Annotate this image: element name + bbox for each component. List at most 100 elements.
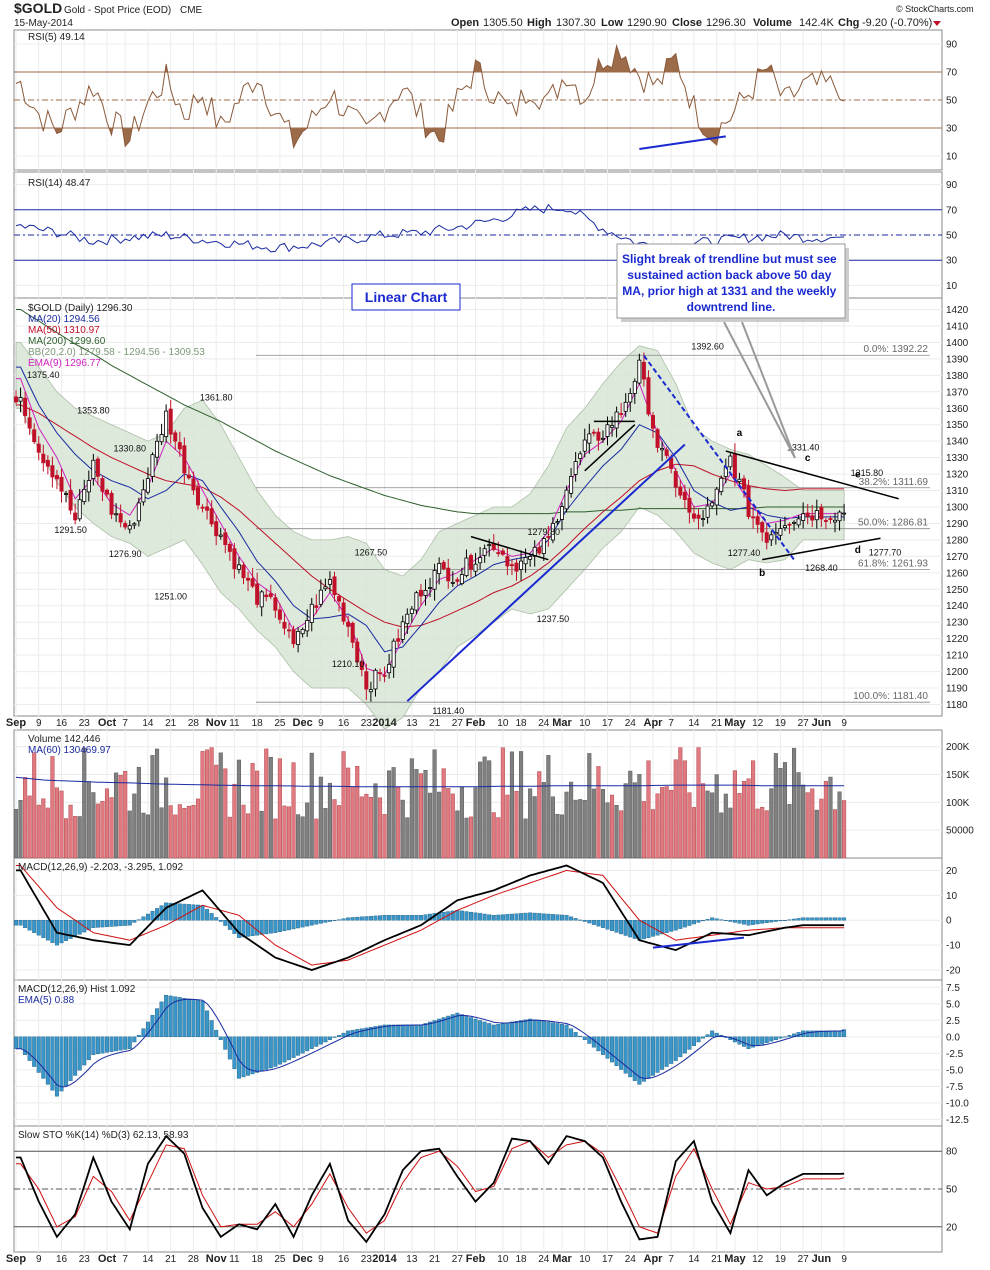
volume-bar <box>18 800 23 859</box>
candle-body <box>136 502 141 522</box>
x-tick-label: 21 <box>711 718 723 729</box>
macd-hist-bar <box>359 916 364 921</box>
hist-bar <box>778 1036 783 1039</box>
volume-bar <box>286 806 292 859</box>
macd-hist-bar <box>805 917 810 921</box>
candle-body <box>450 582 455 584</box>
volume-bar <box>177 804 182 859</box>
volume-bar <box>396 787 401 859</box>
x-tick-label: 7 <box>668 718 674 729</box>
candle-body <box>696 514 701 519</box>
header-low-label: Low <box>601 17 623 29</box>
volume-bar <box>337 805 342 859</box>
linear-chart-box <box>351 283 461 311</box>
volume-bar <box>296 814 301 859</box>
volume-bar <box>45 807 50 859</box>
candle-body <box>637 359 642 384</box>
x-tick-label: Oct <box>98 717 117 729</box>
candle-body <box>373 669 378 690</box>
candle-body <box>305 620 310 632</box>
price-point-label: 1237.50 <box>537 614 570 624</box>
candle-body <box>528 556 533 560</box>
volume-bar <box>109 797 114 859</box>
macd-tick-label: -10 <box>946 941 961 952</box>
volume-bar <box>268 756 273 859</box>
hist-bar <box>573 1032 578 1038</box>
candle-body <box>391 640 396 668</box>
volume-bar <box>537 771 542 859</box>
macd-hist-bar <box>600 920 605 928</box>
x-tick-label: 21 <box>165 718 177 729</box>
hist-bar <box>828 1030 833 1038</box>
volume-bar <box>600 789 606 859</box>
volume-bar <box>482 756 487 859</box>
candle-body <box>505 556 510 567</box>
volume-bar <box>728 807 733 859</box>
x-tick-label: 14 <box>142 718 154 729</box>
candle-body <box>569 476 574 494</box>
header-high: 1307.30 <box>556 17 596 29</box>
hist-bar <box>36 1036 41 1073</box>
volume-bar <box>305 802 310 859</box>
hist-bar <box>546 1021 551 1038</box>
x-tick-label: 21 <box>429 718 441 729</box>
hist-bar <box>582 1036 587 1040</box>
price-tick-label: 1340 <box>946 437 969 448</box>
candle-body <box>127 525 132 530</box>
macd-hist-bar <box>132 920 137 923</box>
volume-bar <box>687 792 692 859</box>
candle-body <box>323 586 328 590</box>
candle-body <box>150 454 155 477</box>
candle-body <box>732 453 737 479</box>
hist-bar <box>664 1036 669 1067</box>
volume-bar <box>141 812 146 859</box>
note-text: Slight break of trendline but must see s… <box>622 252 840 314</box>
hist-bar <box>619 1036 624 1070</box>
volume-bar <box>173 814 178 859</box>
candle-body <box>560 506 565 520</box>
price-tick-label: 1270 <box>946 552 969 563</box>
hist-bar <box>509 1021 514 1038</box>
macd-hist-bar <box>246 920 251 937</box>
candle-body <box>405 613 410 625</box>
candle-body <box>796 518 801 526</box>
macd-hist-bar <box>655 920 660 936</box>
volume-bar <box>332 799 337 859</box>
macd-hist-bar <box>136 919 141 921</box>
volume-bar <box>264 748 269 859</box>
volume-bar <box>514 791 519 859</box>
hist-bar <box>641 1036 646 1082</box>
candle-body <box>755 516 760 525</box>
macd-hist-bar <box>382 915 387 921</box>
macd-hist-bar <box>314 920 319 925</box>
candle-body <box>218 534 223 537</box>
candle-body <box>705 505 710 518</box>
candle-body <box>719 477 724 492</box>
hist-bar <box>296 1036 301 1056</box>
candle-body <box>596 431 601 441</box>
macd-hist-bar <box>842 917 847 921</box>
x-tick-label: Jun <box>812 717 832 729</box>
hist-bar <box>95 1036 100 1055</box>
volume-bar <box>714 774 719 859</box>
price-tick-label: 1280 <box>946 535 969 546</box>
volume-bar <box>82 747 87 859</box>
macd-hist-bar <box>264 920 269 935</box>
price-tick-label: 1390 <box>946 354 969 365</box>
macd-line <box>16 864 845 971</box>
candle-body <box>546 536 551 538</box>
price-tick-label: 1260 <box>946 568 969 579</box>
x-tick-label: 21 <box>165 1254 177 1265</box>
macd-hist-bar <box>614 920 619 933</box>
macd-legend: MACD(12,26,9) -2.203, -3.295, 1.092 <box>18 862 184 873</box>
hist-bar <box>537 1020 542 1038</box>
macd-hist-bar <box>209 913 214 921</box>
hist-bar <box>655 1036 660 1073</box>
candle-body <box>764 532 769 543</box>
x-tick-label: Apr <box>644 717 664 729</box>
hist-bar <box>473 1018 478 1038</box>
macd-hist-bar <box>59 920 64 944</box>
header-volume-label: Volume <box>753 17 792 29</box>
hist-bar <box>660 1036 665 1070</box>
